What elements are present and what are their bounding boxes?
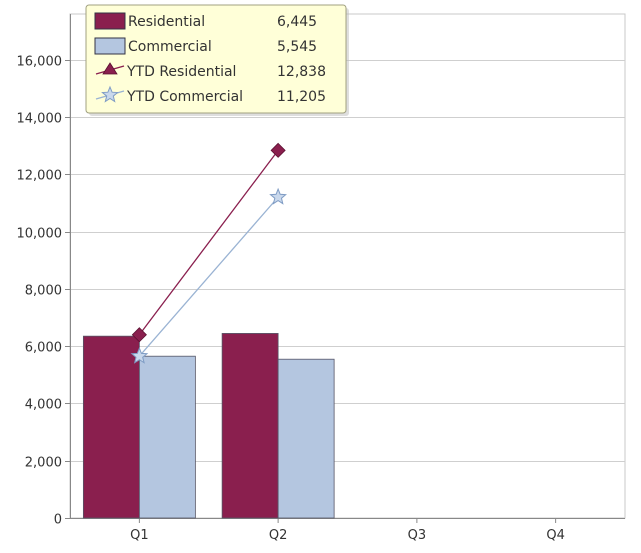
y-tick-label: 12,000 xyxy=(17,169,63,184)
point-ytd-commercial[interactable] xyxy=(130,346,149,364)
y-tick-label: 6,000 xyxy=(25,341,62,356)
line-ytd-residential xyxy=(138,149,279,336)
legend-label-ytd-commercial: YTD Commercial xyxy=(126,89,243,105)
legend-value-residential: 6,445 xyxy=(277,14,317,30)
bar-commercial[interactable] xyxy=(277,358,335,519)
x-tick-label: Q1 xyxy=(130,528,149,543)
point-ytd-residential[interactable] xyxy=(131,327,147,343)
y-tick-label: 14,000 xyxy=(17,112,63,127)
y-tick-label: 10,000 xyxy=(17,227,63,242)
point-ytd-commercial[interactable] xyxy=(269,187,287,205)
x-tick-label: Q4 xyxy=(546,528,565,543)
y-tick-label: 4,000 xyxy=(25,398,62,413)
legend-label-commercial: Commercial xyxy=(128,39,212,55)
bar-residential[interactable] xyxy=(82,335,140,519)
legend-label-residential: Residential xyxy=(128,14,205,30)
x-tick-label: Q3 xyxy=(408,528,427,543)
x-tick-label: Q2 xyxy=(269,528,288,543)
legend-swatch-residential xyxy=(94,12,126,30)
legend-value-ytd-commercial: 11,205 xyxy=(277,89,326,105)
y-tick-label: 8,000 xyxy=(25,284,62,299)
line-ytd-commercial xyxy=(138,196,279,357)
legend-marker-ytd-commercial xyxy=(101,85,119,103)
y-tick-label: 16,000 xyxy=(17,55,63,70)
y-tick-label: 2,000 xyxy=(25,456,62,471)
legend-value-commercial: 5,545 xyxy=(277,39,317,55)
legend-box xyxy=(85,4,347,114)
point-ytd-residential[interactable] xyxy=(270,142,286,158)
bar-residential[interactable] xyxy=(221,333,279,519)
legend-value-ytd-residential: 12,838 xyxy=(277,64,326,80)
legend-marker-ytd-residential xyxy=(102,62,118,75)
legend-swatch-commercial xyxy=(94,37,126,55)
bar-commercial[interactable] xyxy=(138,355,196,519)
y-tick-label: 0 xyxy=(54,513,62,528)
legend-label-ytd-residential: YTD Residential xyxy=(126,64,236,80)
